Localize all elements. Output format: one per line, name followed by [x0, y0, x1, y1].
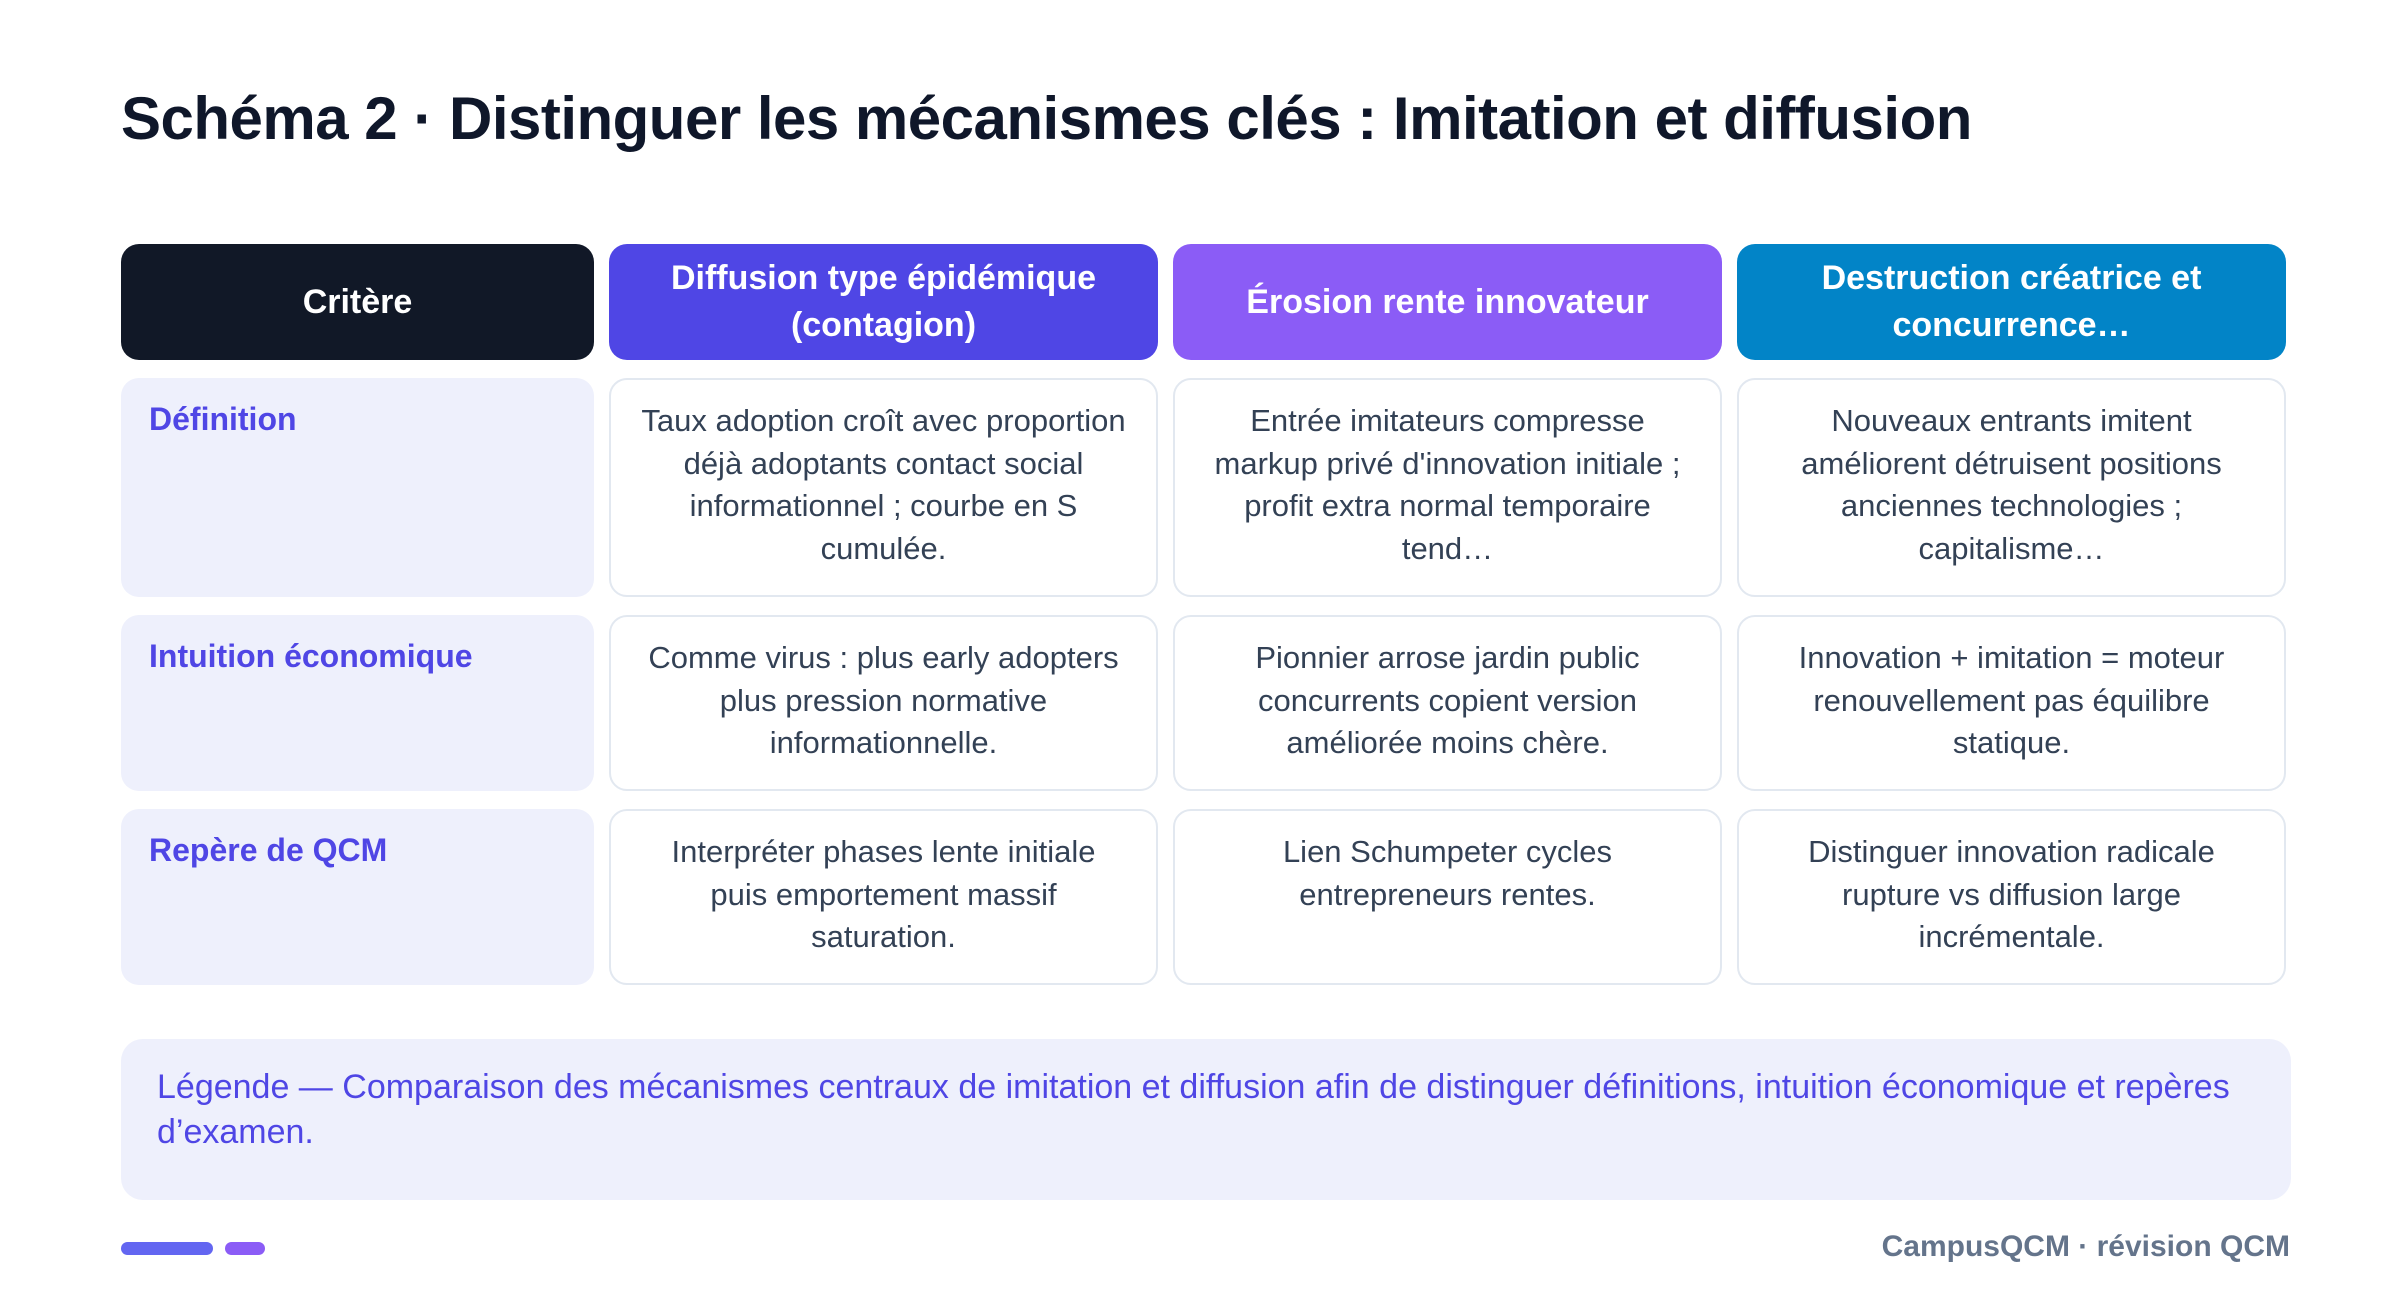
row-label-definition: Définition — [121, 378, 594, 597]
table-cell: Distinguer innovation radicale rupture v… — [1737, 809, 2286, 985]
accent-bar-secondary — [225, 1242, 265, 1255]
legend-text: Comparaison des mécanismes centraux de i… — [157, 1068, 2230, 1151]
accent-bar-primary — [121, 1242, 213, 1255]
row-label-qcm-marker: Repère de QCM — [121, 809, 594, 985]
legend-prefix: Légende — — [157, 1068, 343, 1106]
legend-box: Légende — Comparaison des mécanismes cen… — [121, 1039, 2291, 1200]
table-cell: Pionnier arrose jardin public concurrent… — [1173, 615, 1722, 791]
table-cell: Comme virus : plus early adopters plus p… — [609, 615, 1158, 791]
table-cell: Interpréter phases lente initiale puis e… — [609, 809, 1158, 985]
footer-brand: CampusQCM · révision QCM — [1881, 1230, 2290, 1263]
table-cell: Taux adoption croît avec proportion déjà… — [609, 378, 1158, 597]
comparison-table: Critère Diffusion type épidémique (conta… — [121, 244, 2286, 985]
row-label-economic-intuition: Intuition économique — [121, 615, 594, 791]
table-cell: Innovation + imitation = moteur renouvel… — [1737, 615, 2286, 791]
table-cell: Lien Schumpeter cycles entrepreneurs ren… — [1173, 809, 1722, 985]
header-criterion: Critère — [121, 244, 594, 360]
page-title: Schéma 2 · Distinguer les mécanismes clé… — [121, 85, 1972, 152]
table-cell: Entrée imitateurs compresse markup privé… — [1173, 378, 1722, 597]
header-epidemic-diffusion: Diffusion type épidémique (contagion) — [609, 244, 1158, 360]
header-rent-erosion: Érosion rente innovateur — [1173, 244, 1722, 360]
table-cell: Nouveaux entrants imitent améliorent dét… — [1737, 378, 2286, 597]
header-creative-destruction: Destruction créatrice et concurrence… — [1737, 244, 2286, 360]
